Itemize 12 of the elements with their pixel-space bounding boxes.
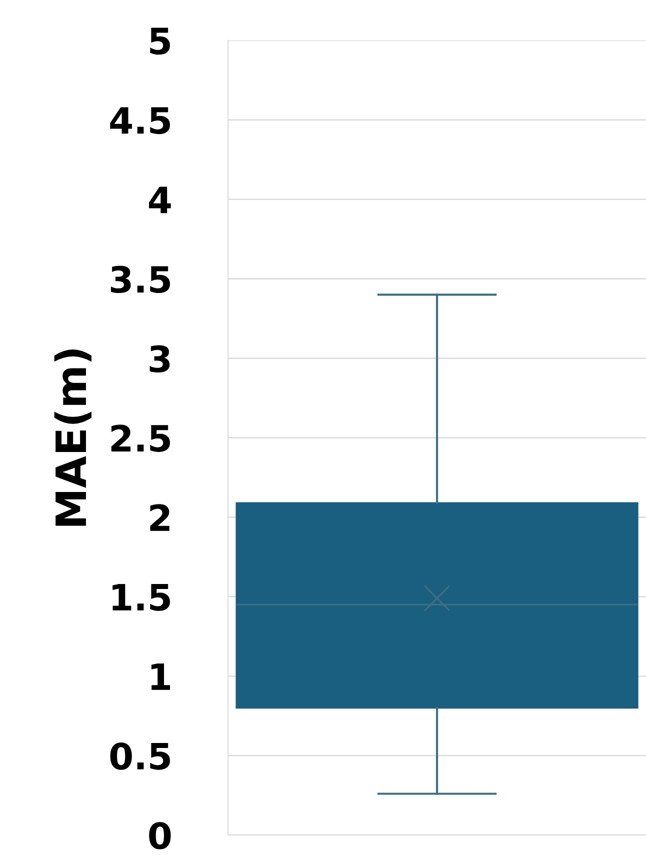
y-tick-label: 1 [151,664,170,690]
y-tick-label: 3 [150,345,170,373]
y-tick-label: 3.5 [110,266,170,294]
y-tick-label: 2 [150,504,170,531]
y-tick-label: 0 [149,822,171,850]
y-tick-label: 1.5 [112,584,170,611]
y-tick-label: 4 [148,186,171,214]
y-axis-title: MAE(m) [54,349,92,526]
y-tick-label: 5 [150,28,170,55]
y-tick-label: 4.5 [110,107,170,134]
y-tick-label: 2.5 [111,424,170,452]
y-tick-label: 0.5 [110,742,170,770]
